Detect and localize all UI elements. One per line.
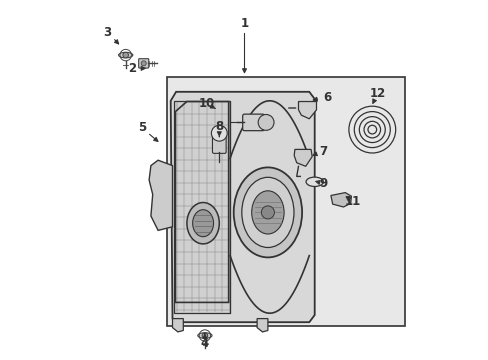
Polygon shape: [174, 101, 230, 313]
Circle shape: [258, 114, 273, 130]
Text: 12: 12: [369, 87, 385, 100]
FancyBboxPatch shape: [212, 135, 225, 153]
Text: 11: 11: [344, 195, 360, 208]
Ellipse shape: [197, 333, 212, 338]
Ellipse shape: [118, 52, 133, 58]
Polygon shape: [298, 102, 316, 119]
Text: 8: 8: [215, 120, 223, 133]
Circle shape: [141, 61, 146, 66]
Circle shape: [122, 52, 128, 58]
Ellipse shape: [241, 177, 293, 248]
Circle shape: [211, 125, 227, 141]
Text: 1: 1: [240, 17, 248, 30]
Ellipse shape: [305, 177, 323, 186]
Text: 5: 5: [138, 121, 146, 134]
Polygon shape: [172, 319, 183, 332]
Polygon shape: [330, 193, 351, 207]
Text: 2: 2: [128, 62, 136, 75]
Bar: [167, 77, 404, 326]
Text: 7: 7: [319, 145, 327, 158]
Polygon shape: [257, 319, 267, 332]
Text: 9: 9: [319, 177, 327, 190]
Ellipse shape: [233, 167, 302, 257]
Ellipse shape: [192, 210, 213, 237]
Circle shape: [202, 333, 207, 338]
Circle shape: [261, 206, 274, 219]
Polygon shape: [170, 92, 314, 322]
Polygon shape: [149, 160, 172, 230]
Polygon shape: [294, 149, 311, 166]
Ellipse shape: [186, 202, 219, 244]
Ellipse shape: [251, 191, 284, 234]
Text: 10: 10: [198, 97, 214, 110]
Text: 6: 6: [323, 91, 331, 104]
Text: 4: 4: [201, 337, 208, 350]
Text: 3: 3: [103, 26, 112, 39]
FancyBboxPatch shape: [242, 114, 264, 131]
FancyBboxPatch shape: [139, 59, 148, 68]
